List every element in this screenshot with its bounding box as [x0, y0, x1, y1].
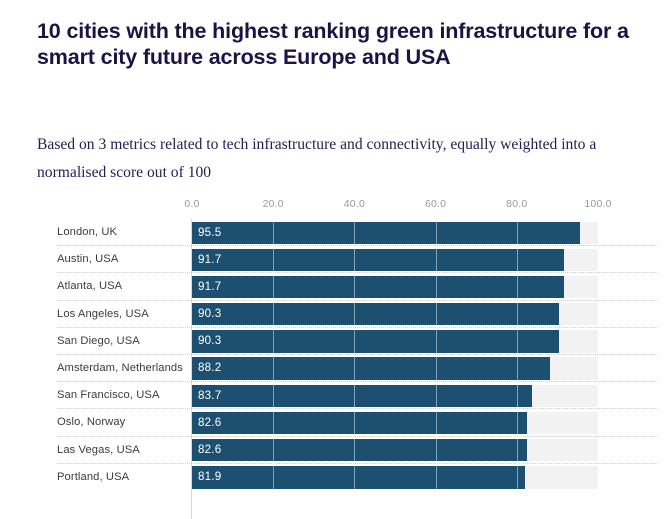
bar[interactable]	[192, 466, 525, 489]
x-tick-label: 100.0	[584, 198, 612, 210]
gridline	[598, 219, 599, 519]
row-separator	[57, 435, 658, 437]
bar-row: Oslo, Norway 82.6	[0, 409, 671, 437]
bar-track: 83.7	[192, 384, 598, 408]
bar-row: San Diego, USA 90.3	[0, 328, 671, 355]
page-subtitle: Based on 3 metrics related to tech infra…	[37, 136, 597, 181]
bar-track: 81.9	[192, 466, 598, 489]
x-tick-label: 80.0	[506, 198, 528, 210]
bar-track: 91.7	[192, 275, 598, 299]
bar-track: 82.6	[192, 411, 598, 435]
category-label: San Diego, USA	[57, 334, 140, 347]
bar-track: 91.7	[192, 248, 598, 272]
axis-divider	[190, 219, 192, 519]
bar-track: 82.6	[192, 439, 598, 462]
x-tick-label: 20.0	[262, 198, 284, 210]
category-label: San Francisco, USA	[57, 389, 160, 402]
bar[interactable]	[192, 275, 565, 299]
bar-track: 90.3	[192, 330, 598, 353]
category-label: Amsterdam, Netherlands	[57, 361, 183, 374]
x-tick-label: 60.0	[424, 198, 447, 210]
row-separator	[57, 353, 658, 355]
category-label: Atlanta, USA	[57, 280, 123, 293]
category-label: Las Vegas, USA	[57, 443, 140, 456]
bar[interactable]	[192, 303, 559, 326]
row-separator	[57, 244, 658, 247]
bar-row: Atlanta, USA 91.7	[0, 273, 671, 301]
bar-value-label: 88.2	[198, 361, 222, 375]
bar-value-label: 83.7	[198, 388, 222, 402]
x-axis: 0.0 20.0 40.0 60.0 80.0 100.0	[0, 198, 671, 218]
bar-chart: 0.0 20.0 40.0 60.0 80.0 100.0 London, UK 95.5 A…	[0, 198, 671, 519]
bar-row: Austin, USA 91.7	[0, 246, 671, 274]
bar-row: London, UK 95.5	[0, 219, 671, 247]
gridline	[516, 219, 518, 519]
page-title: 10 cities with the highest ranking green…	[37, 19, 629, 69]
bar-value-label: 90.3	[198, 334, 222, 348]
category-label: Oslo, Norway	[57, 416, 126, 429]
bar-row: Amsterdam, Netherlands 88.2	[0, 355, 671, 383]
row-separator	[57, 380, 658, 383]
row-separator	[57, 299, 658, 301]
category-label: Austin, USA	[57, 253, 119, 266]
bar[interactable]	[192, 221, 580, 244]
row-separator	[57, 326, 658, 328]
bar-rows: London, UK 95.5 Austin, USA 91.7 Atlanta, US…	[0, 219, 671, 491]
category-label: Los Angeles, USA	[57, 307, 149, 320]
gridline	[435, 219, 437, 519]
row-separator	[57, 407, 658, 410]
bar-value-label: 95.5	[198, 225, 222, 239]
category-label: London, UK	[57, 226, 118, 238]
bar[interactable]	[192, 411, 528, 435]
bar[interactable]	[192, 384, 532, 408]
x-tick-label: 40.0	[343, 198, 366, 210]
bar-row: Las Vegas, USA 82.6	[0, 437, 671, 464]
bar-value-label: 91.7	[198, 252, 222, 266]
x-tick-label: 0.0	[184, 198, 200, 210]
bar-row: Portland, USA 81.9	[0, 464, 671, 491]
bar-track: 90.3	[192, 303, 598, 326]
row-separator	[57, 271, 658, 274]
bar-value-label: 82.6	[198, 443, 222, 456]
bar[interactable]	[192, 357, 551, 380]
bar-row: San Francisco, USA 83.7	[0, 382, 671, 410]
bar-value-label: 81.9	[198, 470, 222, 484]
bar[interactable]	[192, 248, 565, 272]
bar-row: Los Angeles, USA 90.3	[0, 301, 671, 328]
plot-area: London, UK 95.5 Austin, USA 91.7 Atlanta, US…	[0, 219, 671, 519]
bar[interactable]	[192, 439, 528, 462]
bar[interactable]	[192, 330, 559, 353]
bar-value-label: 90.3	[198, 307, 222, 321]
category-label: Portland, USA	[57, 470, 130, 483]
gridline	[354, 219, 356, 519]
bar-value-label: 82.6	[198, 415, 222, 429]
bar-value-label: 91.7	[198, 279, 222, 293]
row-separator	[57, 462, 658, 464]
bar-track: 95.5	[192, 221, 598, 244]
bar-track: 88.2	[192, 357, 598, 380]
gridline	[273, 219, 275, 519]
